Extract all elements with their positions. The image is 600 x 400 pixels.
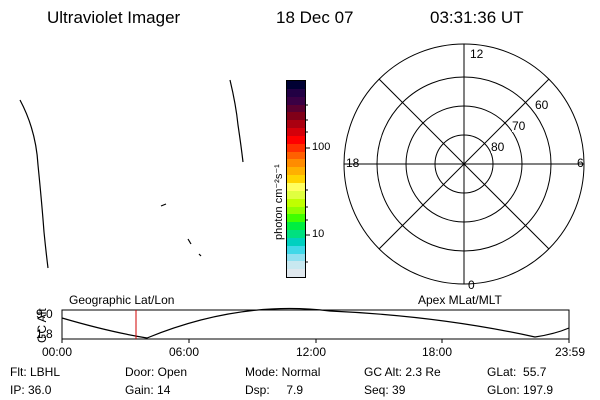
x-tick-1200: 12:00 bbox=[296, 345, 327, 359]
polar-label-18: 18 bbox=[346, 156, 360, 170]
colorbar-band bbox=[287, 120, 305, 129]
ring-label-80: 80 bbox=[491, 140, 505, 154]
colorbar-band bbox=[287, 230, 305, 238]
info-glon: GLon: 197.9 bbox=[487, 383, 554, 397]
colorbar-band bbox=[287, 237, 305, 246]
coastline-right bbox=[229, 79, 244, 163]
info-dsp: Dsp: 7.9 bbox=[245, 383, 304, 397]
x-tick-1800: 18:00 bbox=[422, 345, 453, 359]
colorbar-band bbox=[287, 190, 305, 199]
colorbar-tick-10: 10 bbox=[312, 228, 325, 240]
colorbar-band bbox=[287, 206, 305, 215]
info-seq: Seq: 39 bbox=[364, 383, 406, 397]
polar-label-6: 6 bbox=[577, 156, 584, 170]
polar-label-0: 0 bbox=[468, 278, 475, 292]
colorbar-band bbox=[287, 269, 305, 278]
colorbar-band bbox=[287, 167, 305, 176]
intensity-colorbar bbox=[286, 80, 306, 278]
info-mode: Mode: Normal bbox=[245, 365, 321, 379]
timeline-right-title: Apex MLat/MLT bbox=[418, 293, 502, 307]
coastline-left bbox=[19, 99, 49, 269]
timeline-frame bbox=[61, 309, 570, 340]
x-tick-2359: 23:59 bbox=[555, 345, 586, 359]
info-door: Door: Open bbox=[125, 365, 188, 379]
timeline-y-bottom: 1.8 bbox=[36, 327, 53, 341]
colorbar-band bbox=[287, 159, 305, 168]
colorbar-band bbox=[287, 88, 305, 97]
colorbar-band bbox=[287, 112, 305, 121]
colorbar-band bbox=[287, 175, 305, 183]
info-flt: Flt: LBHL bbox=[10, 365, 61, 379]
x-tick-0000: 00:00 bbox=[42, 345, 73, 359]
ring-label-70: 70 bbox=[512, 119, 526, 133]
colorbar-band bbox=[287, 198, 305, 207]
colorbar-band bbox=[287, 151, 305, 160]
colorbar-band bbox=[287, 128, 305, 136]
colorbar-band bbox=[287, 261, 305, 270]
info-ip: IP: 36.0 bbox=[10, 383, 52, 397]
x-tick-0600: 06:00 bbox=[169, 345, 200, 359]
colorbar-band bbox=[287, 135, 305, 144]
polar-label-12: 12 bbox=[470, 47, 484, 61]
date-label: 18 Dec 07 bbox=[276, 8, 354, 27]
colorbar-band bbox=[287, 222, 305, 231]
info-gain: Gain: 14 bbox=[125, 383, 171, 397]
diagonal-2 bbox=[378, 78, 550, 250]
altitude-curve bbox=[61, 307, 570, 339]
colorbar-band bbox=[287, 214, 305, 223]
coastline-dash-3 bbox=[198, 253, 202, 257]
colorbar-band bbox=[287, 81, 305, 89]
colorbar-band bbox=[287, 104, 305, 113]
info-gc-alt: GC Alt: 2.3 Re bbox=[364, 365, 441, 379]
colorbar-band bbox=[287, 245, 305, 254]
colorbar-tick-100: 100 bbox=[312, 141, 331, 153]
timeline-left-title: Geographic Lat/Lon bbox=[69, 293, 175, 307]
colorbar-band bbox=[287, 253, 305, 262]
instrument-title: Ultraviolet Imager bbox=[47, 8, 181, 27]
coastline-dash-2 bbox=[187, 238, 192, 245]
ring-label-60: 60 bbox=[535, 98, 549, 112]
colorbar-band bbox=[287, 143, 305, 152]
time-label: 03:31:36 UT bbox=[430, 8, 524, 27]
info-glat: GLat: 55.7 bbox=[487, 365, 547, 379]
coastline-dash-1 bbox=[160, 203, 167, 207]
colorbar-band bbox=[287, 96, 305, 105]
timeline-y-top: 9.0 bbox=[36, 307, 53, 321]
colorbar-band bbox=[287, 182, 305, 191]
